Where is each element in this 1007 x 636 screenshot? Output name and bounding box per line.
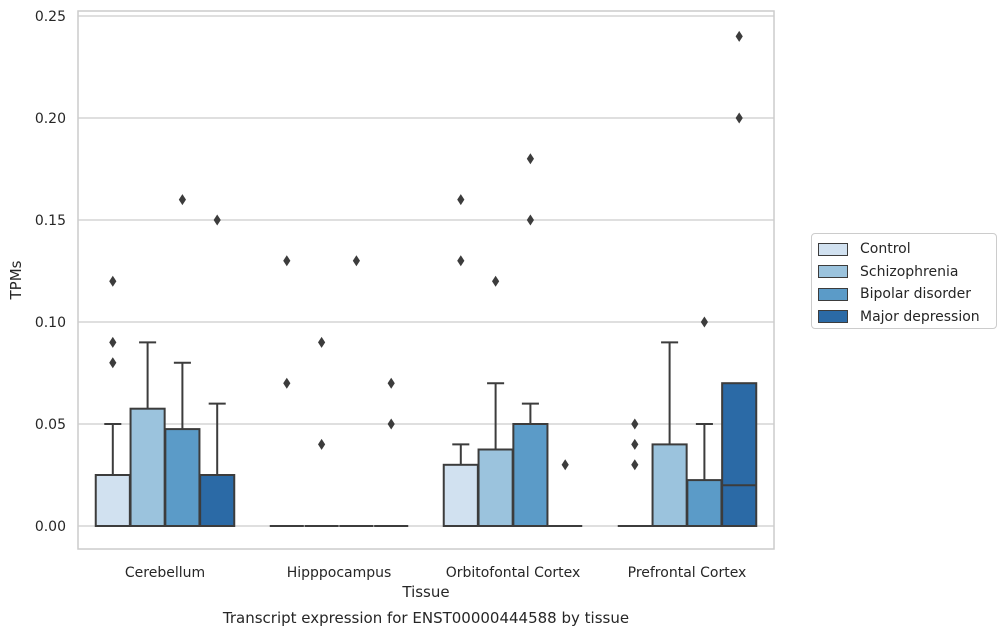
outlier-point (178, 194, 186, 206)
outlier-point (631, 418, 639, 430)
legend-swatch (818, 287, 848, 301)
outlier-point (457, 194, 465, 206)
x-tick-label: Hipppocampus (287, 565, 392, 581)
outlier-point (735, 112, 743, 124)
box-body (651, 443, 688, 527)
legend-label: Major depression (860, 308, 980, 325)
outlier-point (213, 214, 221, 226)
outlier-point (318, 438, 326, 450)
outlier-point (526, 153, 534, 165)
outlier-point (735, 30, 743, 42)
outlier-point (457, 255, 465, 267)
box-bipolar-disorder (512, 402, 549, 527)
outlier-point (700, 316, 708, 328)
outlier-point (109, 357, 117, 369)
legend-label: Schizophrenia (860, 263, 959, 280)
outlier-point (318, 336, 326, 348)
box-body (721, 382, 758, 528)
y-tick-label: 0.15 (35, 213, 66, 229)
legend-item: Control (818, 238, 990, 261)
box-body (94, 474, 131, 527)
box-control (94, 423, 131, 527)
box-body (477, 448, 514, 527)
outlier-point (283, 255, 291, 267)
box-body (129, 407, 166, 528)
box-plot-area (94, 341, 758, 528)
outlier-point (631, 459, 639, 471)
box-major-depression (199, 402, 236, 527)
x-tick-labels: Cerebellum Hipppocampus Orbitofontal Corte… (125, 565, 746, 581)
box-bipolar-disorder (164, 361, 201, 528)
plot-frame (77, 10, 775, 550)
legend-item: Major depression (818, 306, 990, 329)
legend-swatch (818, 310, 848, 324)
outlier-points (109, 30, 743, 471)
box-body (199, 474, 236, 527)
box-schizophrenia (129, 341, 166, 528)
x-tick-label: Cerebellum (125, 565, 205, 581)
legend-swatch (818, 265, 848, 279)
x-tick-label: Prefrontal Cortex (628, 565, 747, 581)
box-control (442, 443, 479, 527)
box-schizophrenia (651, 341, 688, 527)
box-schizophrenia (477, 382, 514, 527)
y-tick-label: 0.10 (35, 315, 66, 331)
box-body (512, 423, 549, 527)
box-body (442, 463, 479, 527)
outlier-point (526, 214, 534, 226)
y-axis-label: TPMs (7, 260, 25, 300)
y-tick-label: 0.20 (35, 111, 66, 127)
outlier-point (387, 418, 395, 430)
legend: Control Schizophrenia Bipolar disorder Majo… (811, 233, 997, 329)
box-body (686, 479, 723, 528)
outlier-point (352, 255, 360, 267)
y-tick-label: 0.00 (35, 519, 66, 535)
y-tick-labels: 0.00 0.05 0.10 0.15 0.20 0.25 (35, 9, 66, 535)
outlier-point (387, 377, 395, 389)
outlier-point (561, 459, 569, 471)
y-tick-label: 0.25 (35, 9, 66, 25)
outlier-point (492, 275, 500, 287)
legend-label: Bipolar disorder (860, 286, 972, 303)
legend-item: Schizophrenia (818, 261, 990, 284)
chart-title: Transcript expression for ENST0000044458… (222, 609, 629, 627)
outlier-point (631, 438, 639, 450)
outlier-point (109, 275, 117, 287)
y-tick-label: 0.05 (35, 417, 66, 433)
legend-item: Bipolar disorder (818, 283, 990, 306)
x-axis-label: Tissue (401, 583, 449, 601)
legend-label: Control (860, 241, 911, 258)
box-body (164, 428, 201, 528)
box-bipolar-disorder (686, 423, 723, 528)
x-tick-label: Orbitofontal Cortex (446, 565, 581, 581)
box-major-depression (721, 382, 758, 528)
legend-swatch (818, 242, 848, 256)
outlier-point (109, 336, 117, 348)
outlier-point (283, 377, 291, 389)
